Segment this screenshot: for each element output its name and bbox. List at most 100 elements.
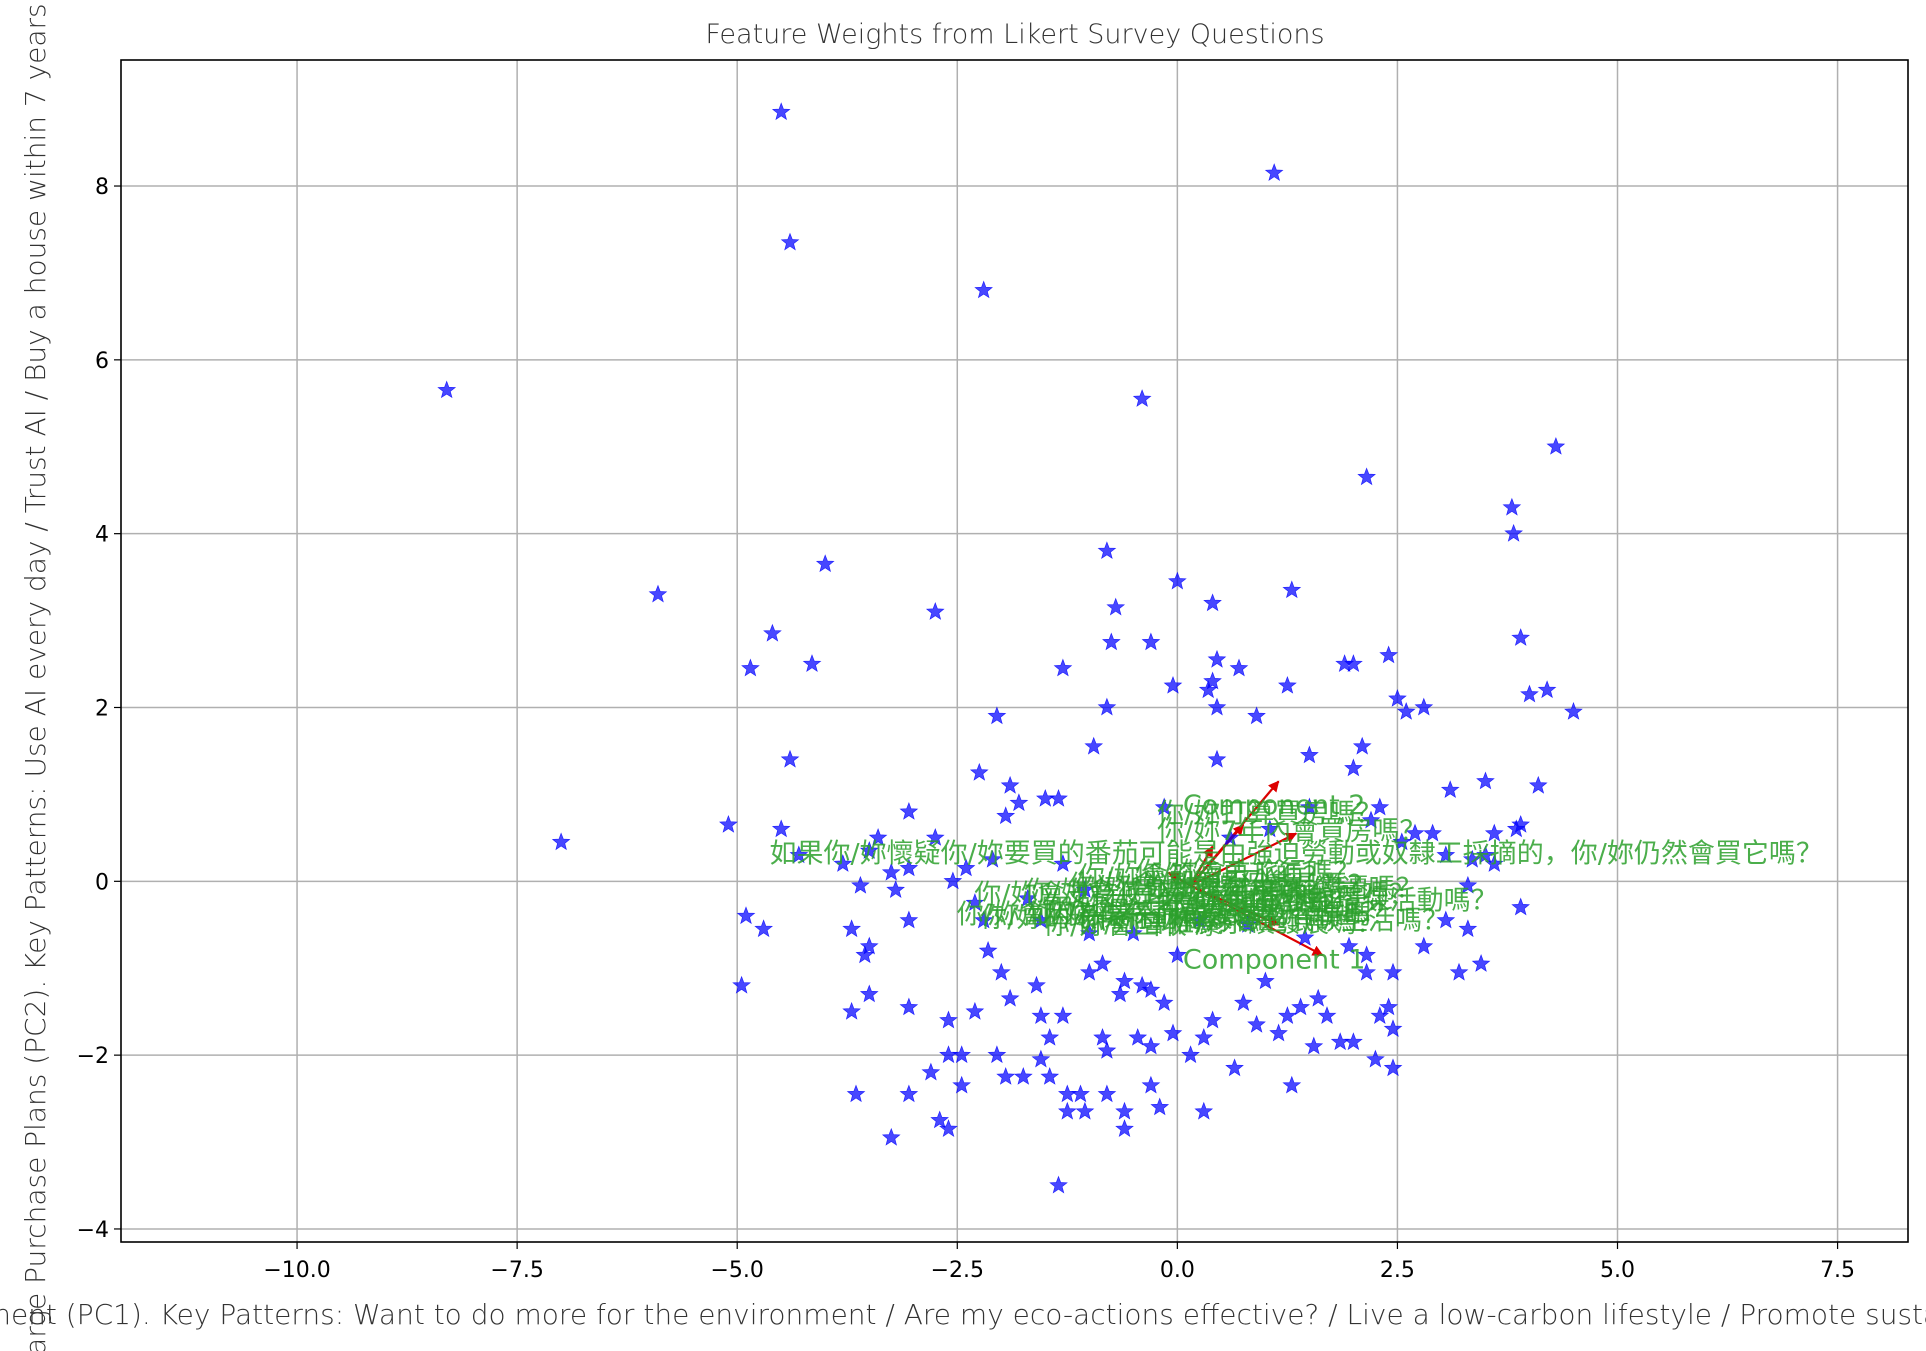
- data-point-star: [1511, 628, 1531, 646]
- data-point-star: [1057, 1101, 1077, 1120]
- loading-vector-arrow: [1167, 871, 1192, 887]
- data-point-star: [1229, 658, 1249, 677]
- data-point-star: [780, 749, 800, 768]
- data-point-star: [1357, 467, 1377, 486]
- vector-label: 如果你/妳懷疑你/妳要買的番茄可能是由強迫勞動或奴隸工採摘的，你/妳仍然會買它嗎…: [770, 839, 1823, 870]
- data-point-star: [1079, 962, 1099, 981]
- data-point-star: [1352, 736, 1372, 755]
- data-point-star: [1344, 654, 1363, 672]
- data-point-star: [789, 845, 809, 864]
- data-point-star: [1255, 971, 1275, 990]
- data-point-star: [965, 893, 985, 911]
- data-point-star: [899, 910, 919, 929]
- data-point-star: [1295, 927, 1315, 946]
- y-axis-ticks: −4 −2 0 2 4 6 8: [77, 175, 121, 1243]
- data-point-star: [925, 602, 945, 620]
- data-point-star: [1520, 684, 1539, 703]
- data-point-star: [1264, 163, 1284, 181]
- data-point-star: [987, 706, 1007, 725]
- data-point-star: [1040, 1067, 1060, 1085]
- data-point-star: [925, 828, 945, 846]
- data-point-star: [1132, 389, 1152, 407]
- data-point-star: [996, 806, 1016, 825]
- data-point-star: [1093, 1027, 1112, 1046]
- x-axis-label: Component (PC1). Key Patterns: Want to d…: [0, 1298, 1926, 1331]
- data-point-star: [1423, 823, 1442, 842]
- data-point-star: [1357, 962, 1377, 981]
- y-tick-label: −2: [77, 1044, 109, 1069]
- vector-label: 你/妳會支持使用再生能源的公司嗎？: [974, 879, 1415, 910]
- data-point-star: [1339, 936, 1359, 955]
- vector-label: 你/妳信任AI嗎？: [1158, 885, 1356, 916]
- x-axis-ticks: −10.0 −7.5 −5.0 −2.5 0.0 2.5 5.0 7.5: [263, 1242, 1855, 1283]
- data-point-star: [1366, 1049, 1385, 1068]
- data-point-star: [939, 1045, 958, 1064]
- data-point-star: [886, 880, 905, 898]
- data-point-star: [1097, 1084, 1117, 1103]
- data-point-star: [1370, 797, 1390, 816]
- data-point-star: [974, 280, 993, 299]
- x-tick-label: −7.5: [490, 1258, 543, 1283]
- vector-label: 你/妳會因為環保而改變購物習慣嗎？: [957, 899, 1398, 930]
- data-point-star: [1247, 1014, 1266, 1033]
- data-point-star: [1282, 580, 1302, 599]
- data-point-star: [1484, 854, 1504, 872]
- data-point-star: [1049, 1175, 1068, 1194]
- vector-label: 你/妳會回收嗎？: [1043, 910, 1241, 941]
- data-point-star: [1000, 775, 1020, 794]
- loading-vector-arrow: [1189, 845, 1214, 887]
- data-point-star: [1053, 658, 1073, 677]
- data-point-star: [851, 875, 870, 894]
- data-point-star: [1440, 780, 1460, 798]
- vector-labels: Component 2你/妳打算買房嗎？你/妳7年內會買房嗎？如果你/妳懷疑你/…: [770, 790, 1823, 976]
- data-point-star: [771, 819, 791, 838]
- data-point-star: [1277, 675, 1297, 694]
- data-point-star: [1564, 701, 1583, 720]
- data-point-star: [965, 1001, 985, 1020]
- data-point-star: [868, 828, 888, 846]
- data-point-star: [899, 1084, 919, 1103]
- data-point-star: [881, 1127, 901, 1146]
- data-point-star: [859, 841, 879, 859]
- data-point-star: [1383, 1019, 1403, 1037]
- data-point-star: [1379, 645, 1399, 664]
- data-point-star: [1528, 775, 1548, 794]
- data-point-star: [1506, 819, 1526, 838]
- data-point-star: [780, 232, 800, 251]
- data-point-star: [1546, 436, 1566, 455]
- data-point-star: [1476, 845, 1495, 864]
- data-point-star: [1000, 988, 1020, 1007]
- vector-label: 你/妳關心氣候變遷嗎？: [1143, 873, 1422, 904]
- y-tick-label: 0: [95, 870, 109, 895]
- data-point-star: [1071, 1084, 1090, 1103]
- data-point-star: [1163, 675, 1183, 694]
- chart-title: Feature Weights from Likert Survey Quest…: [705, 19, 1324, 50]
- data-point-star: [1299, 797, 1319, 816]
- data-point-star: [1361, 810, 1381, 829]
- data-point-star: [741, 658, 760, 677]
- data-point-star: [1115, 1119, 1134, 1137]
- y-tick-label: 8: [95, 175, 109, 200]
- data-point-star: [1013, 1067, 1033, 1085]
- data-point-star: [1233, 993, 1253, 1011]
- data-point-star: [1132, 975, 1152, 994]
- data-point-star: [1009, 793, 1029, 812]
- data-point-star: [881, 862, 901, 881]
- data-point-star: [1168, 945, 1187, 964]
- data-point-star: [1102, 632, 1121, 651]
- data-point-star: [899, 801, 919, 820]
- loading-vector-arrow: [1190, 884, 1280, 926]
- data-point-star: [1097, 541, 1117, 559]
- data-point-star: [842, 919, 861, 938]
- data-point-star: [1405, 823, 1425, 842]
- data-point-star: [1383, 1058, 1403, 1077]
- data-point-star: [1383, 962, 1403, 981]
- data-point-star: [1115, 971, 1134, 990]
- data-point-star: [939, 1010, 958, 1029]
- data-point-star: [1097, 697, 1117, 716]
- data-point-star: [1207, 697, 1227, 716]
- x-tick-label: −5.0: [710, 1258, 763, 1283]
- x-tick-label: 7.5: [1820, 1258, 1855, 1283]
- data-point-star: [1462, 849, 1482, 868]
- vector-label: 你/妳每天都會使用AI嗎？: [1042, 891, 1348, 922]
